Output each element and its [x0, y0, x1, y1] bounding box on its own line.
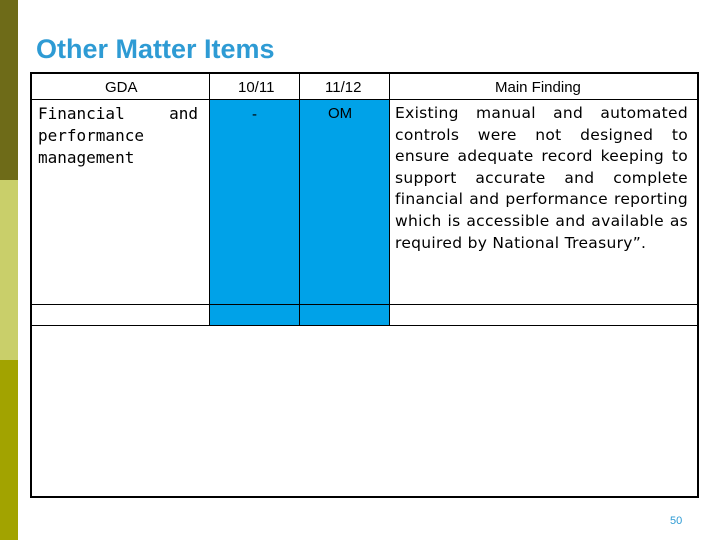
- header-11-12: 11/12: [325, 79, 362, 96]
- col-divider-3: [389, 74, 390, 326]
- cell-10-11: -: [252, 106, 257, 123]
- sidebar-block-olive: [0, 360, 18, 540]
- row-divider-1: [32, 304, 697, 305]
- highlight-column-1011: [210, 100, 299, 326]
- findings-table: GDA 10/11 11/12 Main Finding Financial a…: [30, 72, 699, 498]
- page-number: 50: [670, 515, 683, 527]
- slide-title: Other Matter Items: [36, 34, 275, 64]
- col-divider-2: [299, 74, 300, 326]
- cell-11-12: OM: [328, 105, 353, 122]
- row-divider-2: [32, 325, 697, 326]
- header-gda: GDA: [105, 79, 138, 96]
- sidebar-block-dark: [0, 0, 18, 180]
- highlight-column-1112: [300, 100, 389, 326]
- header-10-11: 10/11: [238, 79, 275, 96]
- header-divider: [32, 99, 697, 100]
- sidebar-block-light: [0, 180, 18, 360]
- cell-main-finding: Existing manual and automated controls w…: [395, 104, 688, 252]
- header-main-finding: Main Finding: [495, 79, 581, 96]
- cell-gda: Financial and performance management: [38, 104, 198, 167]
- decorative-sidebar: [0, 0, 18, 540]
- col-divider-1: [209, 74, 210, 326]
